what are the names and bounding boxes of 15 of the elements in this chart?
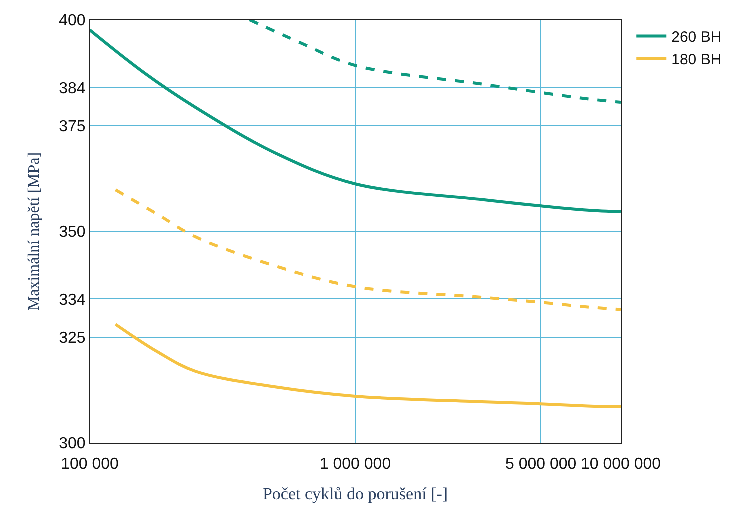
x-tick-label: 5 000 000 <box>505 456 577 474</box>
x-tick-label: 10 000 000 <box>580 456 662 474</box>
x-tick-label: 1 000 000 <box>320 456 392 474</box>
y-tick-label: 350 <box>59 224 86 242</box>
y-tick-label: 300 <box>59 436 86 453</box>
y-tick-label: 325 <box>59 330 86 347</box>
y-tick-label: 375 <box>59 118 86 136</box>
y-tick-label: 334 <box>59 292 86 309</box>
y-tick-label: 400 <box>59 12 86 30</box>
x-axis-title: Počet cyklů do porušení [-] <box>262 484 448 504</box>
legend-label: 260 BH <box>672 29 722 46</box>
legend-label: 180 BH <box>672 52 722 69</box>
y-tick-label: 384 <box>59 80 86 98</box>
y-axis-title: Maximální napětí [MPa] <box>26 152 43 311</box>
x-tick-label: 100 000 <box>61 456 120 474</box>
